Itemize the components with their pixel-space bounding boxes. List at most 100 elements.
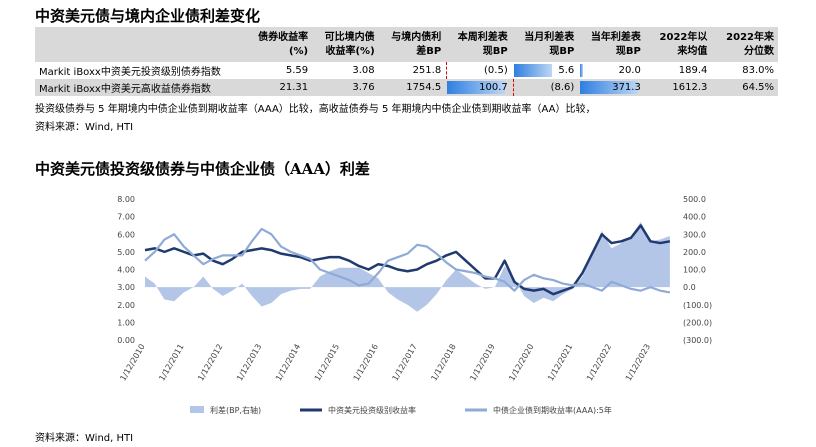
- x-tick-label: 1/12/2013: [235, 343, 263, 383]
- y-tick-label: 7.00: [117, 213, 135, 222]
- table-title: 中资美元债与境内企业债利差变化: [35, 7, 261, 25]
- source: 资料来源：Wind, HTI: [35, 433, 134, 444]
- data-bar: [580, 64, 584, 77]
- x-tick-label: 1/12/2015: [313, 343, 341, 383]
- data-bar: [513, 64, 552, 77]
- cell: 251.8: [379, 62, 446, 79]
- x-tick-label: 1/12/2020: [507, 343, 535, 383]
- negative-axis: [446, 62, 448, 79]
- header-text: 当年利差表现BP: [590, 31, 641, 57]
- header-text: 债券收益率(%): [258, 31, 309, 57]
- x-tick-label: 1/12/2017: [391, 343, 419, 383]
- legend-label: 中资美元投资级别收益率: [328, 405, 416, 415]
- header-text: 与境内债利差BP: [391, 31, 442, 57]
- x-tick-label: 1/12/2021: [546, 343, 574, 383]
- cell-text: 371.3: [612, 82, 641, 93]
- cell-text: 20.0: [618, 65, 641, 76]
- x-tick-label: 1/12/2012: [196, 343, 224, 383]
- y-tick-label: 1.00: [117, 318, 135, 327]
- header-cell: 当年利差表现BP: [578, 27, 645, 62]
- y-tick-label: 2.00: [117, 301, 135, 310]
- cell: 371.3: [578, 79, 645, 96]
- cell: 100.7: [445, 79, 512, 96]
- cell: 20.0: [578, 62, 645, 79]
- cell: 1612.3: [644, 79, 712, 96]
- header-cell: 当月利差表现BP: [511, 27, 579, 62]
- header-cell: 债券收益率(%): [245, 27, 313, 62]
- series-line: [144, 224, 671, 296]
- y2-tick-label: 100.0: [683, 266, 706, 275]
- cell: 3.08: [312, 62, 379, 79]
- header-text: 当月利差表现BP: [524, 31, 575, 57]
- y2-tick-label: (100.0): [683, 301, 712, 310]
- cell: 5.6: [512, 62, 579, 79]
- cell-text: 1612.3: [672, 82, 708, 93]
- legend-swatch: [190, 406, 204, 413]
- cell-text: 21.31: [279, 82, 309, 93]
- x-tick-label: 1/12/2016: [352, 343, 380, 383]
- cell-text: 1754.5: [406, 82, 442, 93]
- cell: 189.4: [645, 62, 712, 79]
- y-tick-label: 3.00: [117, 283, 135, 292]
- y2-tick-label: (300.0): [683, 336, 712, 345]
- data-bar: [580, 81, 639, 94]
- y2-tick-label: 400.0: [683, 213, 706, 222]
- header-text: 可比境内债收益率(%): [324, 31, 375, 57]
- header-cell: 2022年来分位数: [711, 27, 778, 62]
- cell: 3.76: [312, 79, 379, 96]
- y2-tick-label: (200.0): [683, 318, 712, 327]
- series-line: [144, 227, 671, 294]
- cell: 1754.5: [378, 79, 446, 96]
- y-tick-label: 8.00: [117, 195, 135, 204]
- x-tick-label: 1/12/2022: [585, 343, 613, 383]
- y-tick-label: 0.00: [117, 336, 135, 345]
- negative-axis: [512, 79, 514, 96]
- cell-text: 83.0%: [742, 65, 774, 76]
- cell-text: 189.4: [678, 65, 708, 76]
- cell: 83.0%: [711, 62, 778, 79]
- data-bar: [447, 81, 506, 94]
- y2-tick-label: 0.0: [683, 283, 696, 292]
- legend-label: 利差(BP,右轴): [210, 405, 261, 415]
- cell: 64.5%: [711, 79, 778, 96]
- row: Markit iBoxx中资美元高收益债券指数 21.31 3.76 1754.5 10…: [35, 79, 778, 96]
- x-tick-label: 1/12/2023: [624, 343, 652, 383]
- header-cell: 2022年以来均值: [644, 27, 712, 62]
- table: 债券收益率(%) 可比境内债收益率(%) 与境内债利差BP 本周利差表现BP 当月利差表…: [35, 27, 778, 96]
- header-text: 2022年以来均值: [659, 31, 708, 57]
- cell-text: Markit iBoxx中资美元高收益债券指数: [39, 84, 211, 95]
- cell-text: 3.08: [352, 65, 375, 76]
- cell-text: 251.8: [412, 65, 442, 76]
- legend-label: 中债企业债到期收益率(AAA):5年: [493, 405, 612, 415]
- x-tick-label: 1/12/2010: [118, 343, 146, 383]
- y-tick-label: 6.00: [117, 230, 135, 239]
- cell-text: 5.6: [558, 65, 575, 76]
- x-tick-label: 1/12/2014: [274, 343, 302, 383]
- y2-tick-label: 200.0: [683, 248, 706, 257]
- note: 资料来源：Wind, HTI: [35, 122, 134, 133]
- cell-text: 5.59: [285, 65, 309, 76]
- header-text: 2022年来分位数: [726, 31, 774, 57]
- cell-text: 64.5%: [742, 82, 774, 93]
- y-tick-label: 4.00: [117, 266, 135, 275]
- cell-text: Markit iBoxx中资美元投资级别债券指数: [39, 67, 221, 78]
- header-cell: 与境内债利差BP: [378, 27, 446, 62]
- x-tick-label: 1/12/2011: [157, 343, 185, 383]
- header-text: 本周利差表现BP: [457, 31, 508, 57]
- x-tick-label: 1/12/2018: [429, 343, 457, 383]
- y2-tick-label: 300.0: [683, 230, 706, 239]
- cell: (8.6): [511, 79, 579, 96]
- header-cell: 本周利差表现BP: [445, 27, 512, 62]
- chart-title: 中资美元债投资级债券与中债企业债（AAA）利差: [35, 160, 370, 178]
- x-tick-label: 1/12/2019: [468, 343, 496, 383]
- cell: 21.31: [245, 79, 313, 96]
- header-cell: 可比境内债收益率(%): [312, 27, 379, 62]
- y-tick-label: 5.00: [117, 248, 135, 257]
- cell-text: (0.5): [484, 65, 508, 76]
- cell: Markit iBoxx中资美元高收益债券指数: [35, 79, 246, 96]
- cell-text: 3.76: [352, 82, 375, 93]
- row: Markit iBoxx中资美元投资级别债券指数 5.59 3.08 251.8 (0.…: [35, 62, 778, 79]
- cell: (0.5): [445, 62, 512, 79]
- header-cell: [35, 27, 246, 62]
